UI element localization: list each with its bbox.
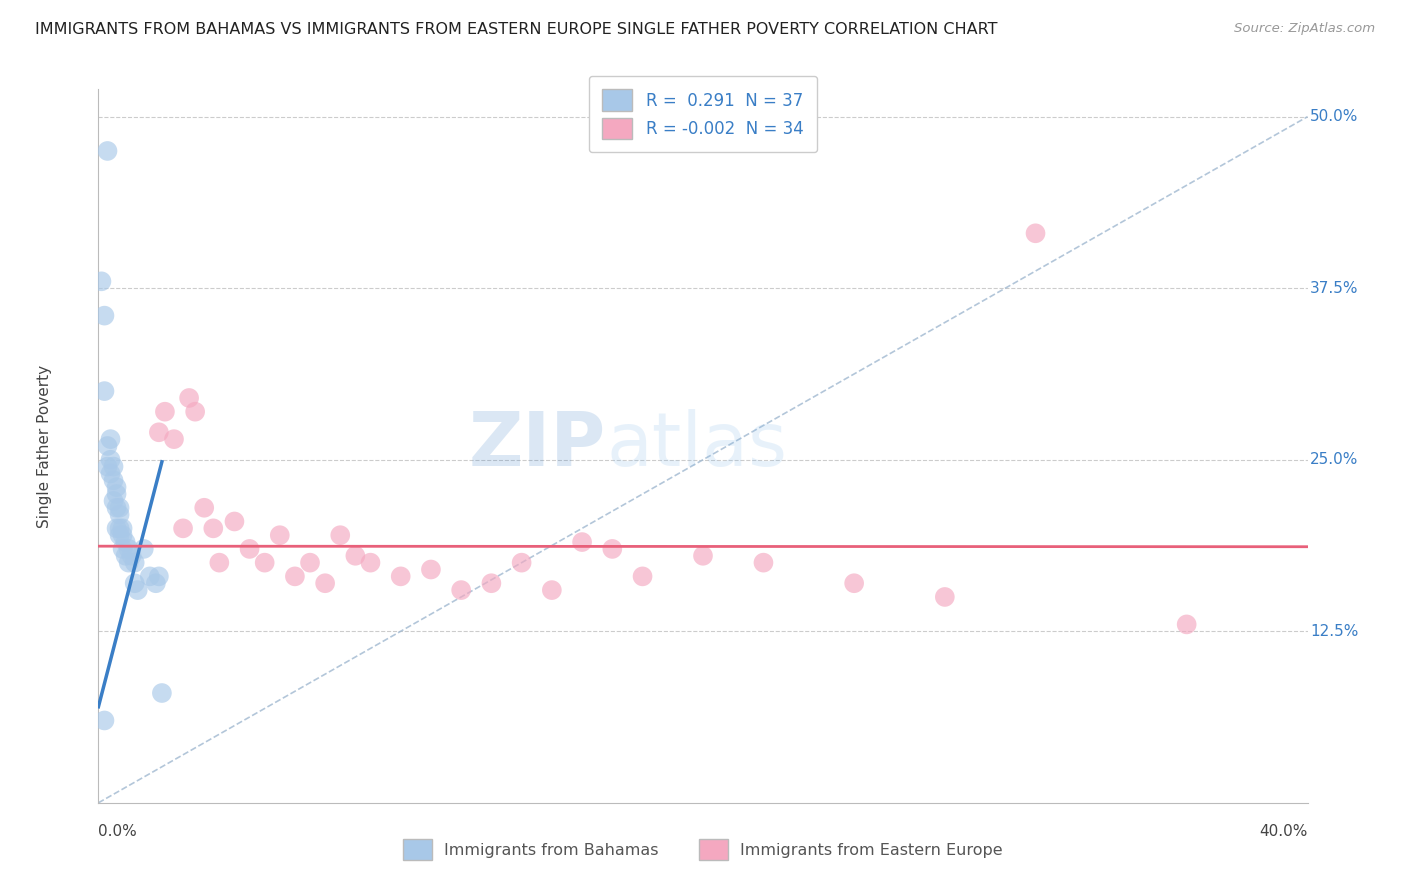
Point: [103, 494, 125, 508]
Point: [284, 569, 307, 583]
Point: [111, 528, 134, 542]
Point: [299, 556, 322, 570]
Text: 37.5%: 37.5%: [1310, 281, 1358, 295]
Point: [450, 583, 472, 598]
Point: [145, 576, 167, 591]
Point: [127, 583, 149, 598]
Text: Single Father Poverty: Single Father Poverty: [37, 365, 52, 527]
Point: [269, 528, 291, 542]
Point: [571, 535, 593, 549]
Point: [124, 576, 146, 591]
Point: [100, 432, 122, 446]
Point: [253, 556, 276, 570]
Point: [96, 459, 118, 474]
Point: [208, 556, 231, 570]
Text: atlas: atlas: [606, 409, 787, 483]
Text: IMMIGRANTS FROM BAHAMAS VS IMMIGRANTS FROM EASTERN EUROPE SINGLE FATHER POVERTY : IMMIGRANTS FROM BAHAMAS VS IMMIGRANTS FR…: [35, 22, 998, 37]
Point: [1024, 227, 1046, 241]
Point: [1175, 617, 1198, 632]
Point: [118, 541, 141, 556]
Point: [105, 521, 128, 535]
Point: [179, 391, 201, 405]
Point: [105, 500, 128, 515]
Point: [540, 583, 562, 598]
Legend: Immigrants from Bahamas, Immigrants from Eastern Europe: Immigrants from Bahamas, Immigrants from…: [396, 833, 1010, 866]
Point: [93, 714, 115, 728]
Point: [100, 452, 122, 467]
Text: 0.0%: 0.0%: [98, 824, 138, 839]
Point: [344, 549, 367, 563]
Point: [114, 535, 136, 549]
Point: [420, 562, 443, 576]
Point: [108, 508, 131, 522]
Point: [172, 521, 194, 535]
Point: [114, 549, 136, 563]
Point: [239, 541, 262, 556]
Point: [631, 569, 654, 583]
Point: [150, 686, 173, 700]
Point: [602, 541, 624, 556]
Point: [90, 274, 112, 288]
Text: 50.0%: 50.0%: [1310, 109, 1358, 124]
Point: [202, 521, 225, 535]
Point: [184, 405, 207, 419]
Point: [105, 480, 128, 494]
Point: [111, 541, 134, 556]
Point: [96, 439, 118, 453]
Point: [389, 569, 412, 583]
Point: [100, 467, 122, 481]
Text: 25.0%: 25.0%: [1310, 452, 1358, 467]
Point: [752, 556, 775, 570]
Text: 12.5%: 12.5%: [1310, 624, 1358, 639]
Point: [111, 521, 134, 535]
Point: [108, 521, 131, 535]
Text: 40.0%: 40.0%: [1260, 824, 1308, 839]
Point: [132, 541, 155, 556]
Point: [934, 590, 956, 604]
Point: [163, 432, 186, 446]
Point: [103, 459, 125, 474]
Point: [329, 528, 352, 542]
Point: [692, 549, 714, 563]
Point: [139, 569, 162, 583]
Point: [96, 144, 118, 158]
Point: [121, 549, 143, 563]
Point: [510, 556, 533, 570]
Point: [148, 425, 170, 440]
Point: [148, 569, 170, 583]
Point: [108, 528, 131, 542]
Point: [153, 405, 176, 419]
Point: [118, 556, 141, 570]
Point: [105, 487, 128, 501]
Point: [124, 556, 146, 570]
Point: [481, 576, 503, 591]
Text: ZIP: ZIP: [470, 409, 606, 483]
Legend: R =  0.291  N = 37, R = -0.002  N = 34: R = 0.291 N = 37, R = -0.002 N = 34: [589, 76, 817, 153]
Point: [314, 576, 336, 591]
Point: [103, 473, 125, 487]
Point: [844, 576, 866, 591]
Point: [224, 515, 246, 529]
Point: [93, 384, 115, 398]
Point: [108, 500, 131, 515]
Text: Source: ZipAtlas.com: Source: ZipAtlas.com: [1234, 22, 1375, 36]
Point: [193, 500, 215, 515]
Point: [93, 309, 115, 323]
Point: [360, 556, 382, 570]
